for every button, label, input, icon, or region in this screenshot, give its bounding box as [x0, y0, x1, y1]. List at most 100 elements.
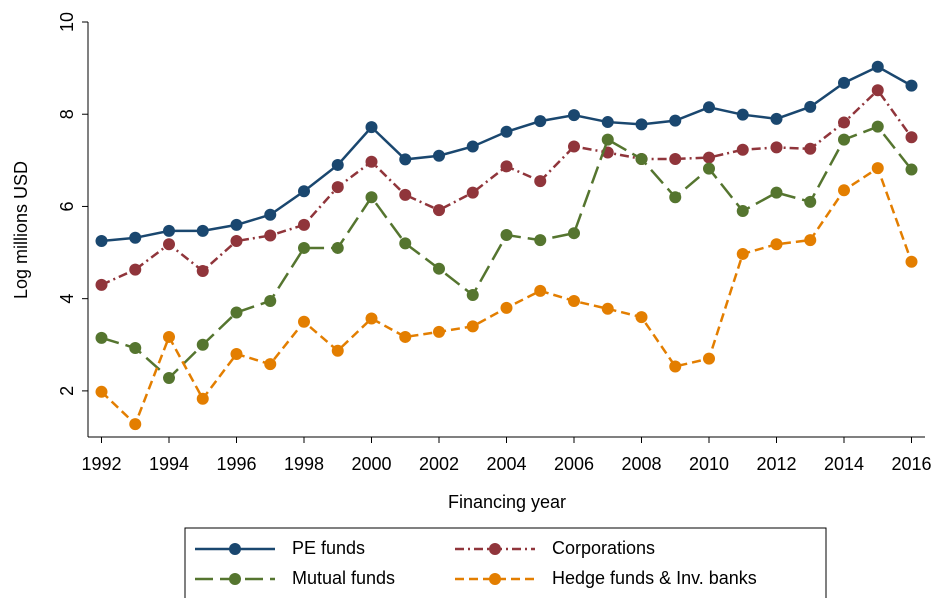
data-point	[736, 205, 749, 218]
legend-label: Hedge funds & Inv. banks	[552, 568, 757, 588]
data-point	[871, 120, 884, 133]
x-tick-label: 2008	[621, 454, 661, 474]
data-point	[433, 149, 445, 162]
x-tick-label: 1998	[284, 454, 324, 474]
data-point	[163, 371, 175, 384]
y-tick-label: 6	[57, 201, 77, 211]
data-point	[365, 121, 378, 134]
data-point	[568, 227, 580, 240]
data-point	[196, 338, 209, 351]
y-tick-label: 2	[57, 386, 77, 396]
data-point	[331, 241, 344, 254]
data-point	[871, 60, 884, 73]
data-point	[500, 229, 513, 242]
data-point	[905, 163, 918, 176]
data-point	[331, 158, 344, 171]
y-tick-label: 4	[57, 294, 77, 304]
data-point	[838, 76, 850, 89]
data-point	[568, 140, 580, 153]
data-point	[129, 342, 142, 355]
data-point	[365, 312, 378, 325]
series-line	[100, 88, 913, 286]
data-point	[433, 262, 445, 275]
data-point	[331, 344, 344, 357]
data-point	[534, 115, 547, 128]
data-point	[736, 247, 749, 260]
data-point	[399, 237, 412, 250]
legend-box	[184, 527, 827, 598]
data-point	[399, 153, 412, 166]
data-point	[804, 142, 817, 155]
data-point	[703, 352, 715, 365]
x-tick-label: 2006	[554, 454, 594, 474]
data-point	[230, 235, 243, 248]
data-point	[601, 133, 614, 146]
data-point	[129, 263, 142, 276]
data-point	[703, 101, 715, 114]
data-point	[601, 116, 614, 129]
data-point	[568, 294, 580, 307]
data-point	[95, 235, 108, 248]
data-point	[163, 238, 175, 251]
legend-label: Mutual funds	[292, 568, 395, 588]
data-point	[669, 191, 682, 204]
data-point	[500, 160, 513, 173]
data-point	[399, 330, 412, 343]
data-point	[95, 278, 108, 291]
data-point	[736, 143, 749, 156]
data-point	[770, 112, 783, 125]
data-point	[736, 108, 749, 121]
legend-swatch-marker	[229, 543, 241, 555]
series-line	[101, 65, 913, 243]
data-point	[433, 204, 445, 217]
data-point	[331, 181, 344, 194]
data-point	[534, 175, 547, 188]
data-point	[298, 241, 310, 254]
x-tick-label: 1996	[216, 454, 256, 474]
legend-swatch-marker	[489, 543, 501, 555]
x-tick-label: 2014	[824, 454, 864, 474]
data-point	[264, 208, 277, 221]
data-point	[871, 162, 884, 175]
data-point	[770, 186, 783, 199]
data-point	[264, 358, 277, 371]
data-point	[804, 195, 817, 208]
data-point	[804, 100, 817, 113]
data-point	[500, 301, 513, 314]
legend-swatch-marker	[489, 573, 501, 585]
data-point	[264, 229, 277, 242]
data-point	[669, 152, 682, 165]
x-tick-label: 2016	[891, 454, 931, 474]
data-point	[534, 284, 547, 297]
data-point	[163, 224, 175, 237]
data-point	[230, 306, 243, 319]
data-point	[298, 218, 310, 231]
data-point	[264, 294, 277, 307]
data-point	[669, 360, 682, 373]
data-point	[399, 188, 412, 201]
data-point	[365, 191, 378, 204]
data-point	[703, 151, 715, 164]
legend-label: Corporations	[552, 538, 655, 558]
x-tick-label: 2004	[486, 454, 526, 474]
y-tick-label: 10	[57, 12, 77, 32]
data-point	[95, 385, 108, 398]
data-point	[230, 218, 243, 231]
data-point	[129, 231, 142, 244]
data-point	[466, 288, 479, 301]
x-tick-label: 1994	[149, 454, 189, 474]
data-point	[500, 125, 513, 138]
data-point	[568, 109, 580, 122]
data-point	[365, 155, 378, 168]
data-point	[230, 348, 243, 360]
data-point	[770, 238, 783, 251]
x-tick-label: 2010	[689, 454, 729, 474]
legend-swatch-marker	[229, 573, 241, 585]
x-axis-label: Financing year	[448, 492, 566, 512]
data-point	[871, 84, 884, 97]
data-point	[905, 255, 918, 268]
x-tick-label: 1992	[81, 454, 121, 474]
x-tick-label: 2000	[351, 454, 391, 474]
data-point	[804, 234, 817, 247]
